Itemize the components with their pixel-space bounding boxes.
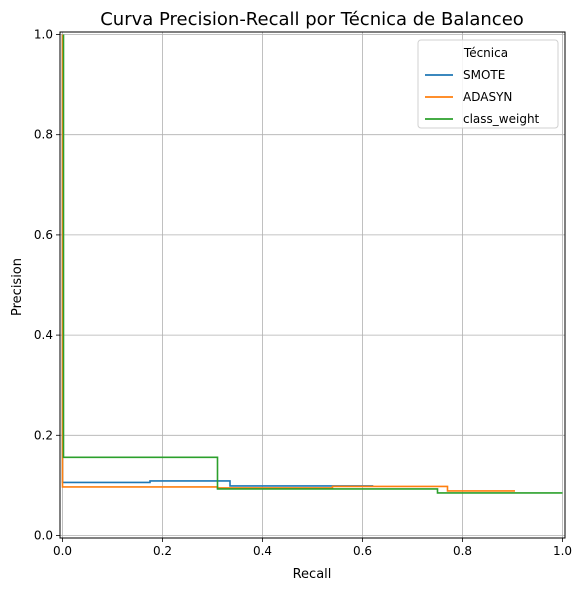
y-tick-label: 1.0 xyxy=(34,28,53,42)
legend-entry: class_weight xyxy=(463,112,540,126)
x-tick-label: 0.2 xyxy=(153,544,172,558)
x-tick-label: 0.6 xyxy=(353,544,372,558)
series-line-smote xyxy=(61,34,374,487)
ticks: 0.0 0.2 0.4 0.6 0.8 1.0 0.0 0.2 0.4 0.6 0.8 1.0 xyxy=(34,28,572,558)
y-tick-label: 0.2 xyxy=(34,428,53,442)
series-line-class-weight xyxy=(62,34,563,494)
chart-title: Curva Precision-Recall por Técnica de Ba… xyxy=(100,9,524,30)
x-axis-label: Recall xyxy=(293,567,332,582)
x-tick-label: 1.0 xyxy=(553,544,572,558)
grid xyxy=(60,32,565,538)
legend: Técnica SMOTE ADASYN class_weight xyxy=(417,39,559,129)
legend-entry: SMOTE xyxy=(463,68,505,82)
series-line-adasyn xyxy=(61,34,515,492)
legend-title: Técnica xyxy=(463,46,508,60)
plot-frame xyxy=(59,31,566,539)
x-tick-label: 0.0 xyxy=(53,544,72,558)
y-tick-label: 0.4 xyxy=(34,328,53,342)
x-tick-label: 0.4 xyxy=(253,544,272,558)
legend-entry: ADASYN xyxy=(463,90,512,104)
y-tick-label: 0.8 xyxy=(34,128,53,142)
series-layer xyxy=(61,34,563,494)
y-tick-label: 0.6 xyxy=(34,228,53,242)
y-tick-label: 0.0 xyxy=(34,528,53,542)
legend-box xyxy=(417,39,559,129)
y-axis-label: Precision xyxy=(10,258,25,316)
x-tick-label: 0.8 xyxy=(453,544,472,558)
